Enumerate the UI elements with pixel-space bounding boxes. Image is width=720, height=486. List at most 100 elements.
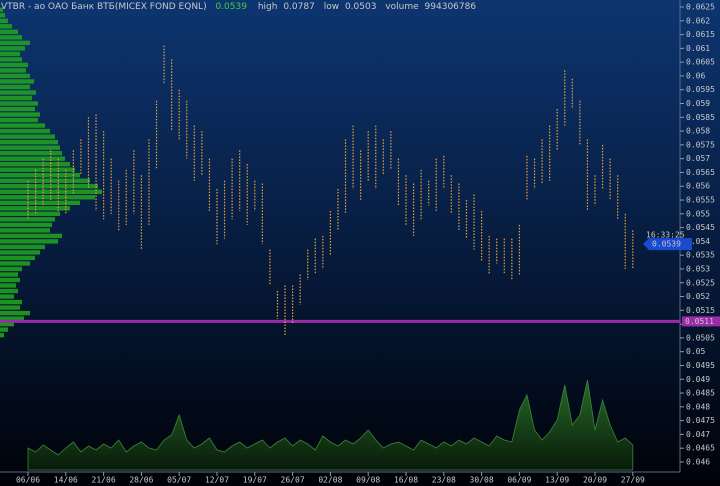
profile-bar	[0, 211, 60, 217]
profile-bar	[0, 29, 18, 35]
last-time: 16:33:25	[646, 231, 685, 240]
profile-bar	[0, 206, 70, 211]
x-tick-label: 23/08	[432, 476, 456, 485]
y-tick-label: 0.054	[686, 237, 710, 246]
price-tag-label: 0.0539	[652, 240, 681, 249]
x-tick-label: 05/07	[167, 476, 191, 485]
profile-bar	[0, 139, 58, 145]
profile-bar	[0, 95, 32, 101]
y-tick-label: 0.057	[686, 154, 710, 163]
stat-value: 0.0503	[345, 2, 377, 12]
y-tick-label: 0.06	[686, 71, 705, 80]
y-tick-label: 0.0485	[686, 389, 715, 398]
x-tick-label: 28/06	[129, 476, 153, 485]
profile-bar	[0, 294, 14, 299]
profile-bar	[0, 217, 55, 222]
profile-bar	[0, 299, 22, 305]
profile-bar	[0, 283, 16, 288]
x-tick-label: 27/09	[621, 476, 645, 485]
profile-bar	[0, 195, 95, 200]
profile-bar	[0, 305, 20, 310]
profile-bar	[0, 51, 20, 57]
profile-bar	[0, 150, 62, 156]
y-tick-label: 0.0525	[686, 278, 715, 287]
header: VTBR - ао ОАО Банк ВТБ(MICEX FOND EQNL) …	[1, 2, 476, 12]
profile-bar	[0, 62, 28, 68]
y-tick-label: 0.0475	[686, 416, 715, 425]
plot: 0.0625 0.062 0.0615 0.061 0.0605 0.06 0.0595 0.…	[0, 3, 720, 485]
x-tick-label: 06/06	[16, 476, 40, 485]
profile-bar	[0, 277, 20, 283]
x-tick-label: 20/09	[583, 476, 607, 485]
y-tick-label: 0.0535	[686, 251, 715, 260]
x-tick-label: 09/08	[356, 476, 380, 485]
profile-bar	[0, 46, 25, 51]
profile-bar	[0, 145, 60, 150]
y-tick-label: 0.052	[686, 292, 710, 301]
profile-bar	[0, 266, 22, 272]
x-tick-label: 12/07	[205, 476, 229, 485]
x-tick-label: 13/09	[545, 476, 569, 485]
profile-bar	[0, 233, 62, 239]
stat-label: low	[324, 2, 339, 12]
y-tick-label: 0.055	[686, 209, 710, 218]
profile-bar	[0, 222, 52, 228]
profile-bar	[0, 250, 40, 255]
x-tick-label: 30/08	[470, 476, 494, 485]
y-tick-label: 0.0495	[686, 361, 715, 370]
y-tick-label: 0.049	[686, 375, 710, 384]
profile-bar	[0, 128, 50, 134]
profile-bar	[0, 73, 30, 79]
profile-bar	[0, 167, 75, 172]
y-tick-label: 0.0595	[686, 85, 715, 94]
profile-bar	[0, 288, 18, 294]
profile-bar	[0, 79, 34, 84]
last-price: 0.0539	[215, 2, 247, 12]
y-tick-label: 0.0515	[686, 306, 715, 315]
y-tick-label: 0.0575	[686, 140, 715, 149]
y-tick-label: 0.05	[686, 347, 705, 356]
profile-bar	[0, 123, 45, 128]
profile-bar	[0, 68, 26, 73]
profile-bar	[0, 173, 80, 178]
profile-bar	[0, 228, 50, 233]
profile-bar	[0, 90, 36, 95]
x-tick-label: 14/06	[54, 476, 78, 485]
y-tick-label: 0.0615	[686, 30, 715, 39]
y-tick-label: 0.059	[686, 99, 710, 108]
level-label: 0.0511	[685, 317, 714, 326]
y-tick-label: 0.0605	[686, 58, 715, 67]
stat-label: volume	[385, 2, 419, 12]
y-tick-label: 0.0505	[686, 333, 715, 342]
profile-bar	[0, 200, 80, 205]
profile-bar	[0, 332, 4, 338]
profile-bar	[0, 106, 35, 112]
x-tick-label: 06/09	[507, 476, 531, 485]
profile-bar	[0, 117, 38, 123]
profile-bar	[0, 327, 8, 332]
x-tick-label: 02/08	[318, 476, 342, 485]
profile-bar	[0, 156, 65, 161]
y-tick-label: 0.0545	[686, 223, 715, 232]
profile-bar	[0, 178, 90, 183]
profile-bar	[0, 24, 12, 29]
y-tick-label: 0.048	[686, 402, 710, 411]
y-tick-label: 0.0555	[686, 196, 715, 205]
profile-bar	[0, 244, 45, 250]
volume-area	[27, 379, 634, 471]
y-tick-label: 0.0625	[686, 3, 715, 12]
profile-bar	[0, 7, 3, 12]
x-tick-label: 26/07	[281, 476, 305, 485]
profile-bar	[0, 255, 35, 261]
x-tick-label: 16/08	[394, 476, 418, 485]
profile-bar	[0, 13, 5, 18]
x-tick-label: 19/07	[243, 476, 267, 485]
profile-bar	[0, 316, 24, 321]
profile-bar	[0, 184, 98, 189]
profile-bar	[0, 40, 30, 46]
profile-bar	[0, 112, 40, 117]
profile-bar	[0, 310, 30, 316]
profile-bar	[0, 101, 38, 106]
